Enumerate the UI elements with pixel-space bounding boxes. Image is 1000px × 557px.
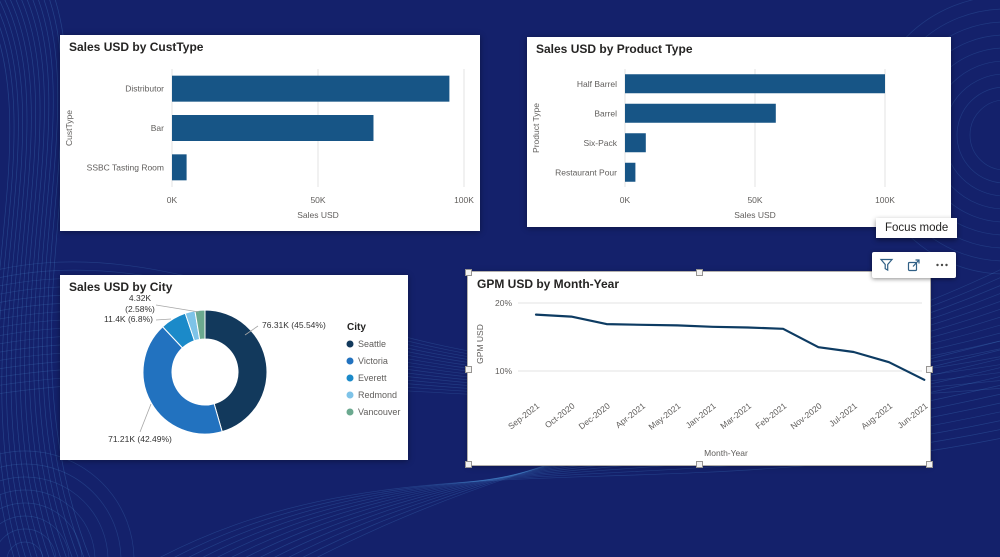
bar-Six-Pack[interactable]: [625, 133, 646, 153]
svg-text:Product Type: Product Type: [531, 103, 541, 153]
svg-text:GPM USD: GPM USD: [475, 324, 485, 364]
selection-handle[interactable]: [696, 269, 703, 276]
selection-handle[interactable]: [926, 461, 933, 468]
visual-header-toolbar: [872, 252, 956, 278]
chart-title-custtype: Sales USD by CustType: [69, 40, 204, 54]
svg-text:May-2021: May-2021: [646, 401, 682, 432]
line-chart-gpm: 20%10%Sep-2021 Oct-2020 Dec-2020 Apr-2021 Ma…: [475, 298, 930, 458]
bar-Distributor[interactable]: [172, 75, 450, 102]
svg-text:Six-Pack: Six-Pack: [583, 138, 617, 148]
svg-text:100K: 100K: [875, 195, 895, 205]
selection-handle[interactable]: [696, 461, 703, 468]
visual-gpm-by-month-year[interactable]: GPM USD by Month-Year 20% 10% Sep-2021 Oct-…: [465, 269, 933, 468]
svg-text:Oct-2020: Oct-2020: [543, 401, 577, 431]
svg-text:Half Barrel: Half Barrel: [577, 79, 617, 89]
svg-text:0K: 0K: [167, 195, 178, 205]
chart-title-gpm: GPM USD by Month-Year: [477, 277, 620, 291]
svg-text:Sales USD: Sales USD: [297, 210, 339, 220]
donut-slice-Seattle[interactable]: [204, 309, 268, 433]
svg-text:Nov-2020: Nov-2020: [788, 401, 823, 432]
chart-title-product-type: Sales USD by Product Type: [536, 42, 693, 56]
selection-handle[interactable]: [465, 461, 472, 468]
svg-text:Bar: Bar: [151, 123, 164, 133]
bar-Half Barrel[interactable]: [625, 74, 885, 94]
svg-text:Feb-2021: Feb-2021: [753, 401, 788, 431]
visual-sales-by-custtype[interactable]: Sales USD by CustType 0K 50K 100K Distribut…: [60, 35, 480, 231]
svg-text:Mar-2021: Mar-2021: [718, 401, 753, 431]
focus-mode-tooltip: Focus mode: [876, 218, 958, 238]
svg-text:(2.58%): (2.58%): [125, 304, 155, 314]
svg-text:Aug-2021: Aug-2021: [859, 401, 894, 432]
svg-text:76.31K (45.54%): 76.31K (45.54%): [262, 320, 326, 330]
svg-text:City: City: [347, 322, 366, 333]
donut-slice-Vancouver[interactable]: [194, 309, 206, 341]
svg-text:Jun-2021: Jun-2021: [895, 401, 929, 431]
svg-text:Distributor: Distributor: [125, 84, 164, 94]
svg-text:Sales USD: Sales USD: [734, 210, 776, 220]
svg-text:10%: 10%: [495, 366, 512, 376]
svg-text:Jan-2021: Jan-2021: [684, 401, 718, 431]
svg-text:50K: 50K: [310, 195, 325, 205]
bar-chart-custtype: 0K 50K 100K Distributor Bar SSBC Tasting Room…: [64, 69, 474, 220]
svg-text:SSBC Tasting Room: SSBC Tasting Room: [87, 162, 164, 172]
svg-text:Victoria: Victoria: [358, 356, 388, 366]
svg-text:Barrel: Barrel: [594, 108, 617, 118]
svg-text:Seattle: Seattle: [358, 339, 386, 349]
chart-title-city: Sales USD by City: [69, 280, 173, 294]
selection-handle[interactable]: [465, 365, 472, 373]
bar-Restaurant Pour[interactable]: [625, 162, 636, 182]
svg-text:71.21K (42.49%): 71.21K (42.49%): [108, 434, 172, 444]
visual-sales-by-product-type[interactable]: Sales USD by Product Type 0K 50K 100K Half …: [527, 37, 951, 227]
svg-text:Redmond: Redmond: [358, 390, 397, 400]
more-options-icon[interactable]: [931, 254, 953, 276]
visual-sales-by-city[interactable]: Sales USD by City 76.31K (45.54%) 71.21K …: [60, 275, 408, 460]
svg-text:Apr-2021: Apr-2021: [613, 401, 647, 431]
svg-text:20%: 20%: [495, 298, 512, 308]
selection-handle[interactable]: [926, 365, 933, 373]
svg-text:Restaurant Pour: Restaurant Pour: [555, 167, 617, 177]
bar-Barrel[interactable]: [625, 103, 776, 123]
svg-text:0K: 0K: [620, 195, 631, 205]
svg-text:Dec-2020: Dec-2020: [577, 401, 612, 432]
svg-text:CustType: CustType: [64, 110, 74, 146]
selection-handle[interactable]: [465, 269, 472, 276]
bar-SSBC Tasting Room[interactable]: [172, 154, 187, 181]
svg-text:Jul-2021: Jul-2021: [827, 401, 859, 429]
svg-text:Everett: Everett: [358, 373, 387, 383]
focus-mode-icon[interactable]: [903, 254, 925, 276]
bar-chart-product-type: 0K 50K 100K Half Barrel Barrel Six-Pack Restau…: [531, 69, 895, 220]
svg-text:4.32K: 4.32K: [129, 293, 152, 303]
filter-icon[interactable]: [875, 254, 897, 276]
svg-text:11.4K (6.8%): 11.4K (6.8%): [104, 314, 153, 324]
svg-text:50K: 50K: [747, 195, 762, 205]
svg-text:Month-Year: Month-Year: [704, 448, 748, 458]
bar-Bar[interactable]: [172, 115, 374, 141]
svg-text:Vancouver: Vancouver: [358, 407, 400, 417]
svg-text:100K: 100K: [454, 195, 474, 205]
donut-slice-Victoria[interactable]: [142, 326, 223, 435]
svg-text:Sep-2021: Sep-2021: [506, 401, 541, 432]
donut-chart-city: 76.31K (45.54%) 71.21K (42.49%) 11.4K (6.8…: [104, 293, 400, 444]
